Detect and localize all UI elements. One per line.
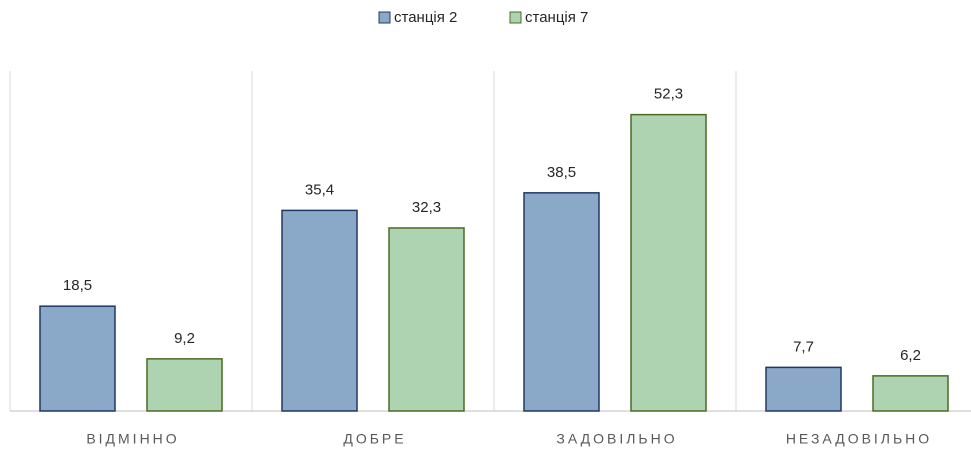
legend-swatch bbox=[509, 11, 522, 24]
bar bbox=[281, 209, 358, 412]
legend-label: станція 2 bbox=[394, 9, 457, 26]
data-label: 9,2 bbox=[174, 330, 195, 347]
data-label: 35,4 bbox=[305, 181, 334, 198]
data-label: 7,7 bbox=[793, 338, 814, 355]
bar bbox=[872, 375, 949, 412]
bar bbox=[630, 113, 707, 412]
x-tick-label: ВІДМІННО bbox=[86, 431, 179, 447]
bar bbox=[146, 358, 223, 412]
bar bbox=[39, 305, 116, 412]
x-tick-label: ЗАДОВІЛЬНО bbox=[556, 431, 677, 447]
data-label: 6,2 bbox=[900, 347, 921, 364]
bar bbox=[765, 366, 842, 412]
bar bbox=[388, 227, 465, 412]
data-label: 32,3 bbox=[412, 199, 441, 216]
x-tick-label: ДОБРЕ bbox=[343, 431, 406, 447]
x-tick-label: НЕЗАДОВІЛЬНО bbox=[786, 431, 932, 447]
legend-label: станція 7 bbox=[525, 9, 588, 26]
data-label: 52,3 bbox=[654, 86, 683, 103]
legend-swatch bbox=[378, 11, 391, 24]
data-label: 38,5 bbox=[547, 164, 576, 181]
data-label: 18,5 bbox=[63, 277, 92, 294]
bar bbox=[523, 192, 600, 412]
